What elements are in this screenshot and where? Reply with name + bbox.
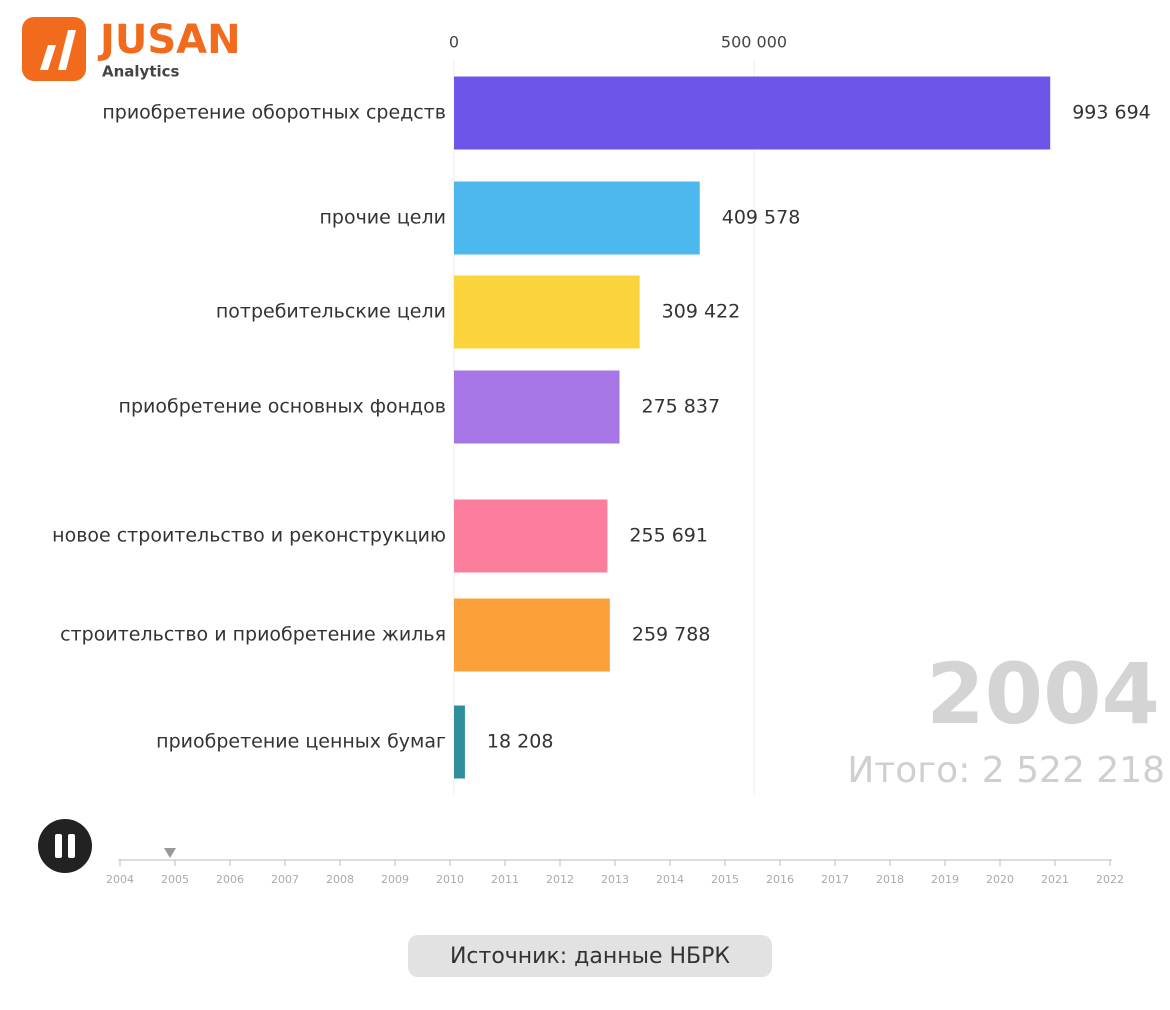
timeline-label[interactable]: 2010 [436, 873, 464, 886]
bar [454, 181, 700, 255]
bar [454, 598, 610, 672]
value-label: 409 578 [722, 207, 801, 229]
x-tick-label: 0 [449, 33, 459, 52]
pause-bar [55, 834, 62, 858]
timeline-label[interactable]: 2020 [986, 873, 1014, 886]
value-label: 18 208 [487, 731, 553, 753]
y-tick-label: строительство и приобретение жилья [60, 624, 446, 646]
value-label: 993 694 [1072, 102, 1151, 124]
timeline-label[interactable]: 2017 [821, 873, 849, 886]
timeline-label[interactable]: 2021 [1041, 873, 1069, 886]
value-label: 259 788 [632, 624, 711, 646]
timeline-label[interactable]: 2008 [326, 873, 354, 886]
value-label: 275 837 [642, 396, 721, 418]
pause-circle[interactable] [38, 819, 92, 873]
timeline-label[interactable]: 2004 [106, 873, 134, 886]
bar [454, 275, 640, 349]
source-box [408, 935, 772, 977]
y-tick-label: приобретение основных фондов [119, 396, 446, 418]
pause-bar [68, 834, 75, 858]
y-tick-label: новое строительство и реконструкцию [52, 525, 446, 547]
timeline-label[interactable]: 2016 [766, 873, 794, 886]
logo-name: JUSAN [97, 17, 241, 63]
timeline-label[interactable]: 2015 [711, 873, 739, 886]
timeline-label[interactable]: 2005 [161, 873, 189, 886]
year: 2004 [926, 645, 1160, 743]
y-tick-label: потребительские цели [216, 301, 446, 323]
timeline-label[interactable]: 2014 [656, 873, 684, 886]
y-tick-label: прочие цели [319, 207, 446, 229]
timeline-label[interactable]: 2011 [491, 873, 519, 886]
timeline-label[interactable]: 2019 [931, 873, 959, 886]
timeline-label[interactable]: 2013 [601, 873, 629, 886]
source: Источник: данные НБРК [450, 944, 730, 969]
timeline-label[interactable]: 2006 [216, 873, 244, 886]
value-label: 309 422 [662, 301, 741, 323]
timeline-marker[interactable] [164, 848, 176, 858]
timeline-label[interactable]: 2009 [381, 873, 409, 886]
logo-glyph [40, 30, 76, 70]
bar [454, 499, 608, 573]
total: Итого: 2 522 218 [847, 750, 1165, 791]
logo-subtitle: Analytics [102, 63, 180, 81]
bar [454, 705, 465, 779]
bar [454, 76, 1051, 150]
pause-button[interactable] [38, 819, 92, 873]
timeline-label[interactable]: 2012 [546, 873, 574, 886]
y-tick-label: приобретение ценных бумаг [156, 731, 446, 753]
timeline-label[interactable]: 2007 [271, 873, 299, 886]
timeline-label[interactable]: 2022 [1096, 873, 1124, 886]
bar [454, 370, 620, 444]
timeline-label[interactable]: 2018 [876, 873, 904, 886]
background [0, 0, 1170, 900]
value-label: 255 691 [629, 525, 708, 547]
x-tick-label: 500 000 [721, 33, 787, 52]
y-tick-label: приобретение оборотных средств [102, 102, 446, 124]
logo: JUSAN Analytics [22, 17, 241, 81]
